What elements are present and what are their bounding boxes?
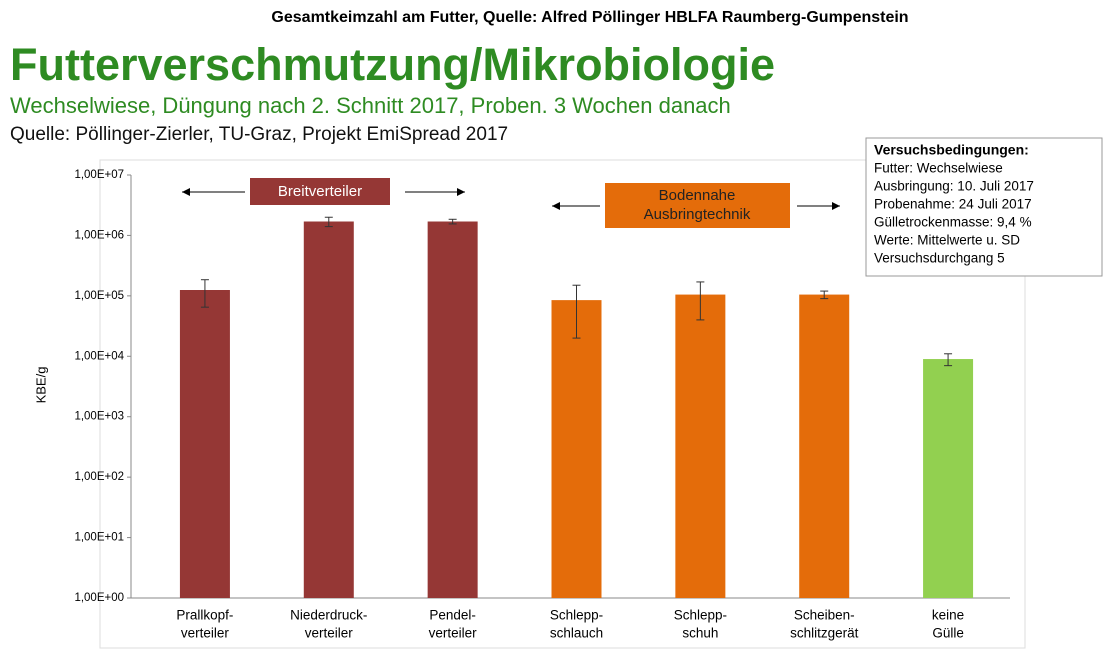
arrow-head [552,202,560,210]
x-tick-label: schlitzgerät [790,626,859,641]
x-tick-label: Niederdruck- [290,608,367,623]
source: Quelle: Pöllinger-Zierler, TU-Graz, Proj… [10,124,508,145]
x-tick-label: verteiler [181,626,230,641]
bar [799,294,850,598]
bar [427,221,478,598]
x-tick-label: Schlepp- [550,608,603,623]
bar [923,359,974,598]
arrow-head [182,188,190,196]
y-tick-label: 1,00E+00 [74,592,124,604]
info-line: Ausbringung: 10. Juli 2017 [874,179,1034,194]
info-title: Versuchsbedingungen: [874,142,1029,158]
subtitle: Wechselwiese, Düngung nach 2. Schnitt 20… [10,93,731,118]
group-label: Bodennahe [659,187,736,204]
x-tick-label: Pendel- [429,608,476,623]
y-tick-label: 1,00E+03 [74,411,124,423]
y-tick-label: 1,00E+02 [74,471,124,483]
bar [303,221,354,598]
y-tick-label: 1,00E+07 [74,169,124,181]
y-tick-label: 1,00E+06 [74,229,124,241]
chart-frame [99,159,1026,649]
x-tick-label: Gülle [932,626,964,641]
x-tick-label: verteiler [305,626,354,641]
x-tick-label: Prallkopf- [176,608,233,623]
x-tick-label: schuh [682,626,718,641]
group-label: Breitverteiler [278,183,362,200]
header: Gesamtkeimzahl am Futter, Quelle: Alfred… [271,9,908,26]
bar [675,294,726,598]
y-axis-label: KBE/g [33,367,48,404]
info-line: Futter: Wechselwiese [874,161,1003,176]
x-tick-label: verteiler [429,626,478,641]
group-box [250,178,390,205]
title: Futterverschmutzung/Mikrobiologie [10,39,775,90]
info-line: Versuchsdurchgang 5 [874,251,1005,266]
group-label: Ausbringtechnik [644,206,751,223]
arrow-head [832,202,840,210]
x-tick-label: schlauch [550,626,603,641]
y-tick-label: 1,00E+01 [74,532,124,544]
x-tick-label: Schlepp- [674,608,727,623]
y-tick-label: 1,00E+04 [74,350,124,362]
info-line: Gülletrockenmasse: 9,4 % [874,215,1032,230]
info-line: Werte: Mittelwerte u. SD [874,233,1020,248]
x-tick-label: Scheiben- [794,608,855,623]
group-box [605,183,790,228]
bar [551,300,602,598]
info-box [865,137,1103,277]
info-line: Probenahme: 24 Juli 2017 [874,197,1032,212]
y-tick-label: 1,00E+05 [74,290,124,302]
x-tick-label: keine [932,608,964,623]
bar [179,290,230,598]
arrow-head [457,188,465,196]
